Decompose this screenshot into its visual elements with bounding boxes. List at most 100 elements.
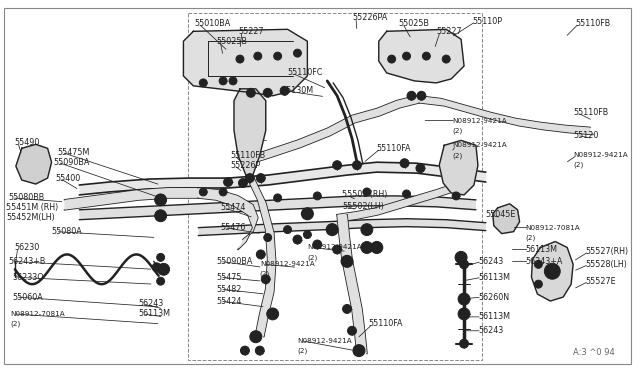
Text: 56243: 56243 xyxy=(139,299,164,308)
Text: 56243: 56243 xyxy=(478,326,503,335)
Text: 55227: 55227 xyxy=(436,27,462,36)
Circle shape xyxy=(199,79,207,87)
Text: N08912-9421A: N08912-9421A xyxy=(573,152,628,158)
Polygon shape xyxy=(79,162,486,195)
Text: N08912-7081A: N08912-7081A xyxy=(10,311,65,317)
Text: 55080BB: 55080BB xyxy=(8,193,44,202)
Text: 56230: 56230 xyxy=(14,243,39,252)
Circle shape xyxy=(353,344,365,356)
Text: N08912-9421A: N08912-9421A xyxy=(452,118,507,124)
Circle shape xyxy=(326,224,338,235)
Circle shape xyxy=(280,86,289,95)
Circle shape xyxy=(157,253,164,262)
Circle shape xyxy=(333,245,342,254)
Polygon shape xyxy=(439,140,478,195)
Text: 56113M: 56113M xyxy=(139,310,171,318)
Text: 55120: 55120 xyxy=(573,131,598,140)
Polygon shape xyxy=(337,185,452,222)
Circle shape xyxy=(284,226,291,234)
Circle shape xyxy=(545,263,560,279)
Text: 56260N: 56260N xyxy=(478,292,509,302)
Circle shape xyxy=(388,55,396,63)
Circle shape xyxy=(261,275,270,284)
Polygon shape xyxy=(234,89,266,175)
Circle shape xyxy=(293,235,302,244)
Text: 55527E: 55527E xyxy=(585,277,616,286)
Text: (2): (2) xyxy=(573,162,584,169)
Text: (2): (2) xyxy=(452,152,462,158)
Text: 55090BA: 55090BA xyxy=(216,257,253,266)
Circle shape xyxy=(303,231,311,238)
Text: 55110FA: 55110FA xyxy=(369,319,403,328)
Circle shape xyxy=(241,346,250,355)
Text: 55226PA: 55226PA xyxy=(352,13,387,22)
Circle shape xyxy=(314,192,321,200)
Text: N08912-7081A: N08912-7081A xyxy=(525,225,580,231)
Text: N: N xyxy=(458,255,464,260)
Circle shape xyxy=(250,331,262,343)
Circle shape xyxy=(417,91,426,100)
Circle shape xyxy=(157,277,164,285)
Circle shape xyxy=(157,197,164,203)
Text: 55482: 55482 xyxy=(216,285,241,294)
Text: 55490: 55490 xyxy=(14,138,39,147)
Circle shape xyxy=(239,179,248,187)
Text: 55110FB: 55110FB xyxy=(575,19,611,28)
Text: 55528(LH): 55528(LH) xyxy=(585,260,627,269)
Polygon shape xyxy=(379,29,464,83)
Circle shape xyxy=(274,194,282,202)
Circle shape xyxy=(294,49,301,57)
Polygon shape xyxy=(417,96,593,134)
Polygon shape xyxy=(65,188,198,210)
Text: 55527(RH): 55527(RH) xyxy=(585,247,628,256)
Text: A:3 ^0 94: A:3 ^0 94 xyxy=(573,347,615,356)
Circle shape xyxy=(364,227,370,232)
Text: 56243+B: 56243+B xyxy=(8,257,45,266)
Polygon shape xyxy=(198,188,258,250)
Text: 56113M: 56113M xyxy=(478,312,510,321)
Circle shape xyxy=(236,55,244,63)
Text: 55080A: 55080A xyxy=(52,227,83,236)
Polygon shape xyxy=(246,175,276,337)
Circle shape xyxy=(219,77,227,85)
Text: 55451M (RH): 55451M (RH) xyxy=(6,203,58,212)
Circle shape xyxy=(422,52,430,60)
Circle shape xyxy=(361,241,373,253)
Circle shape xyxy=(157,213,164,219)
Text: 55110P: 55110P xyxy=(472,17,502,26)
Text: 55130M: 55130M xyxy=(282,86,314,95)
Circle shape xyxy=(363,188,371,196)
Circle shape xyxy=(403,190,410,198)
Circle shape xyxy=(534,280,542,288)
Text: (2): (2) xyxy=(10,321,20,327)
Text: 55424: 55424 xyxy=(216,296,241,305)
Text: 55090BA: 55090BA xyxy=(54,158,90,167)
Circle shape xyxy=(333,161,342,170)
Text: N08912-9421A: N08912-9421A xyxy=(260,262,314,267)
Circle shape xyxy=(229,77,237,85)
Circle shape xyxy=(256,174,265,183)
Circle shape xyxy=(155,210,166,222)
Text: 55110FB: 55110FB xyxy=(573,108,609,117)
Circle shape xyxy=(254,52,262,60)
Text: (2): (2) xyxy=(452,127,462,134)
Circle shape xyxy=(155,194,166,206)
Circle shape xyxy=(371,241,383,253)
Polygon shape xyxy=(184,29,307,96)
Text: 55110FB: 55110FB xyxy=(230,151,266,160)
Text: (2): (2) xyxy=(307,254,317,261)
Text: 56243+A: 56243+A xyxy=(525,257,563,266)
Circle shape xyxy=(152,263,161,272)
Text: 55045E: 55045E xyxy=(486,210,516,219)
Circle shape xyxy=(452,192,460,200)
Circle shape xyxy=(460,260,468,269)
Text: 55227: 55227 xyxy=(238,27,264,36)
Bar xyxy=(188,13,482,359)
Polygon shape xyxy=(16,144,52,184)
Text: (2): (2) xyxy=(298,347,308,354)
Polygon shape xyxy=(337,215,367,353)
Polygon shape xyxy=(79,196,476,220)
Text: 56233O: 56233O xyxy=(12,273,44,282)
Circle shape xyxy=(458,293,470,305)
Text: 55475M: 55475M xyxy=(58,148,90,157)
